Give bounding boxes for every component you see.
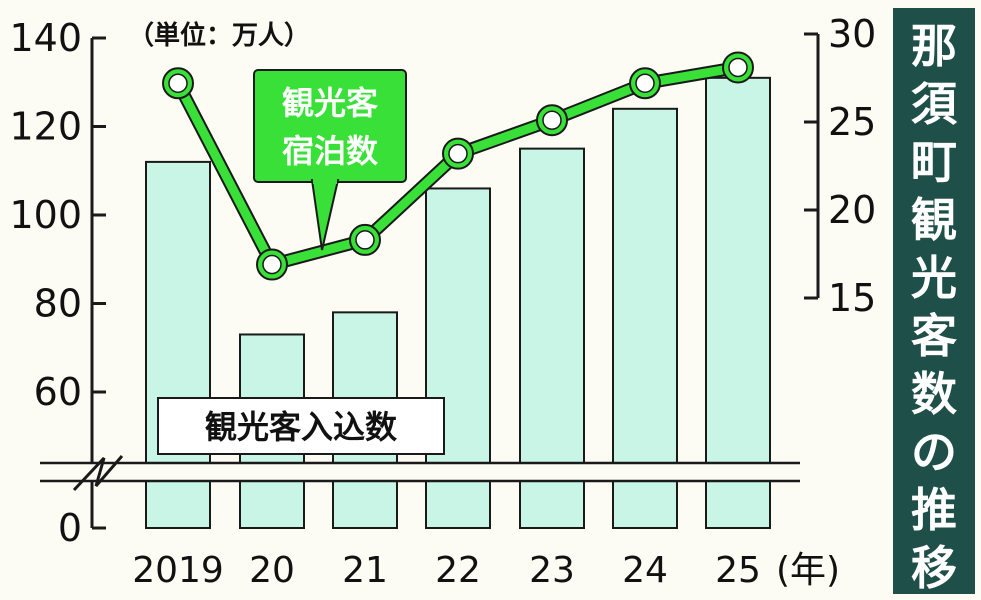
line-legend: 観光客 宿泊数 — [253, 69, 407, 251]
left-tick-label: 140 — [9, 16, 82, 60]
category-label-21: 21 — [342, 550, 388, 591]
line-point-center — [262, 254, 282, 275]
bar-legend: 観光客入込数 — [157, 397, 445, 455]
right-tick-label: 25 — [828, 100, 876, 144]
pointer-joint — [313, 176, 337, 184]
bar-24 — [612, 107, 678, 530]
bar-25 — [705, 76, 771, 529]
line-point-center — [728, 57, 748, 78]
line-point-center — [635, 73, 655, 94]
axis-break — [40, 455, 800, 492]
title-char: 光 — [911, 251, 957, 305]
left-tick-label: 60 — [34, 370, 82, 414]
title-char: 観 — [911, 193, 957, 247]
x-axis-labels: 2019 20 21 22 23 24 25 — [132, 550, 761, 591]
category-label-23: 23 — [529, 550, 575, 591]
line-legend-label-1: 観光客 — [282, 84, 378, 122]
title-char: 移 — [911, 541, 957, 595]
left-axis: 0 60 80 100 120 140 — [9, 16, 106, 550]
category-label-20: 20 — [249, 550, 295, 591]
title-char: 須 — [911, 77, 958, 131]
line-series — [162, 51, 754, 281]
category-label-24: 24 — [622, 550, 668, 591]
left-tick-label: 100 — [9, 193, 82, 237]
break-zigzag — [72, 455, 124, 492]
right-axis: 15 20 25 30 — [804, 12, 876, 320]
title-char: 数 — [911, 367, 957, 421]
line-point-center — [448, 143, 468, 164]
left-tick-label: 80 — [34, 282, 82, 326]
right-tick-label: 15 — [828, 276, 876, 320]
title-char: 那 — [911, 19, 957, 73]
title-char: 客 — [911, 309, 957, 363]
category-label-22: 22 — [435, 550, 481, 591]
left-tick-label: 120 — [9, 105, 82, 149]
bar-legend-box — [157, 397, 445, 455]
right-tick-label: 30 — [828, 12, 876, 56]
title-char: の — [911, 425, 957, 479]
title-char: 推 — [911, 483, 957, 537]
line-point-center — [542, 110, 562, 130]
left-tick-label: 0 — [58, 506, 82, 550]
unit-label: （単位：万人） — [128, 20, 310, 51]
title-char: 町 — [911, 135, 957, 189]
break-gap — [40, 463, 800, 481]
title-background — [893, 8, 975, 594]
category-label-25: 25 — [715, 550, 761, 591]
line-point-center — [168, 73, 188, 94]
right-tick-label: 20 — [828, 188, 876, 232]
year-suffix: (年) — [776, 550, 840, 591]
bar-legend-label: 観光客入込数 — [205, 408, 398, 446]
line-legend-pointer — [310, 179, 340, 251]
line-point-center — [355, 230, 375, 250]
line-legend-label-2: 宿泊数 — [282, 132, 379, 170]
category-label-2019: 2019 — [132, 550, 224, 591]
